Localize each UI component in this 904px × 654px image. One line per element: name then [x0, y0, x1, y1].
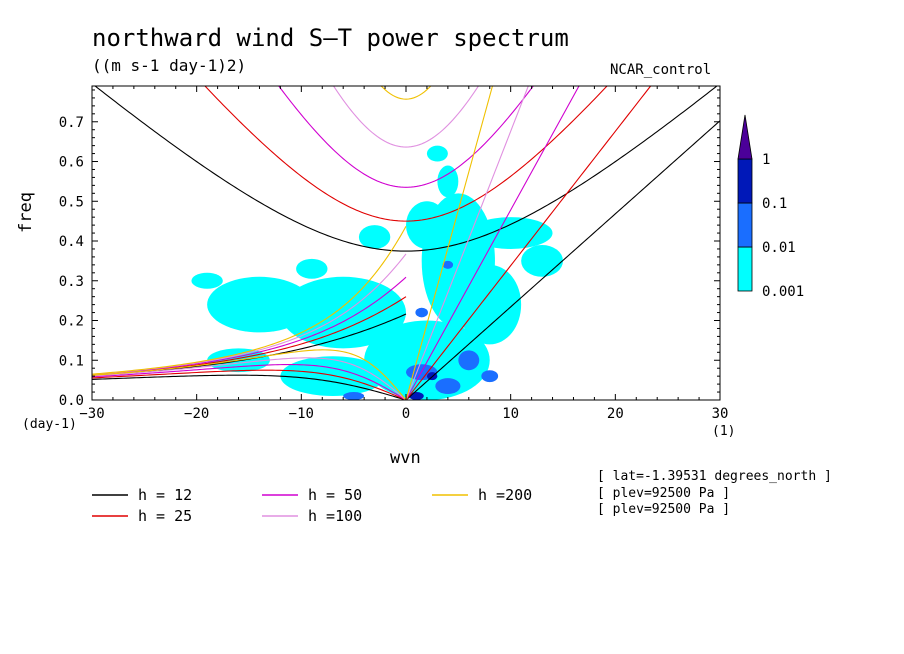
- power-region-0_001: [280, 276, 407, 349]
- colorbar-label: 0.001: [762, 284, 804, 300]
- colorbar-swatch: [737, 202, 753, 248]
- power-region-0_01: [415, 307, 428, 318]
- colorbar-overflow-triangle: [737, 114, 753, 160]
- power-region-0_001: [364, 320, 490, 400]
- power-region-0_001: [468, 217, 553, 249]
- rossby-curve-h200: [92, 349, 407, 400]
- legend-label: h = 25: [138, 507, 192, 525]
- kelvin-curve-h200: [405, 86, 494, 400]
- power-region-0_001: [406, 201, 448, 249]
- axis-ticks: −30 −20 −10 0 10 20 30 0.0 0.1 0.2 0.3 0.4 0.5 0.6 0.7: [59, 86, 729, 422]
- rossby-curve-h12: [92, 374, 407, 400]
- y-axis-unit: (day-1): [22, 417, 77, 432]
- power-region-0_001: [280, 356, 386, 397]
- colorbar: 0.001 0.01 0.1 1: [737, 114, 804, 300]
- x-tick-label: −20: [184, 406, 209, 422]
- rossby-curve-h50: [92, 364, 407, 400]
- x-tick-label: 30: [712, 406, 729, 422]
- kelvin-curve-h50: [405, 86, 580, 400]
- colorbar-label: 0.1: [762, 196, 787, 212]
- x-tick-label: −30: [79, 406, 104, 422]
- y-tick-label: 0.0: [59, 393, 84, 409]
- metadata-plev: [ plev=92500 Pa ]: [597, 502, 731, 517]
- dataset-label: NCAR_control: [610, 62, 712, 78]
- kelvin-curve-h25: [405, 86, 652, 400]
- kelvin-curve-h100: [405, 86, 529, 400]
- chart-title: northward wind S–T power spectrum: [92, 24, 569, 52]
- power-region-0_01: [458, 350, 480, 371]
- y-tick-label: 0.1: [59, 353, 84, 369]
- legend: h = 12 h = 25 h = 50 h =100 h =200: [92, 486, 532, 525]
- x-tick-label: 10: [502, 406, 519, 422]
- metadata-plev: [ plev=92500 Pa ]: [597, 486, 731, 501]
- y-tick-label: 0.5: [59, 194, 84, 210]
- kelvin-curve-h12: [405, 120, 720, 400]
- inertia-gravity-curve-h25: [204, 86, 608, 222]
- inertia-gravity-curve-h200: [380, 86, 432, 100]
- legend-label: h = 12: [138, 486, 192, 504]
- colorbar-label: 1: [762, 152, 770, 168]
- power-region-0_01: [435, 378, 461, 395]
- power-region-0_001: [458, 264, 522, 345]
- y-tick-label: 0.2: [59, 314, 84, 330]
- power-contours: [191, 145, 563, 400]
- power-region-0_001: [426, 145, 448, 162]
- power-region-0_001: [521, 244, 563, 277]
- y-tick-label: 0.3: [59, 274, 84, 290]
- power-region-0_01: [442, 260, 454, 269]
- inertia-gravity-curve-h12: [94, 86, 718, 252]
- colorbar-swatch: [737, 246, 753, 292]
- inertia-gravity-curve-h50: [278, 86, 534, 188]
- y-tick-label: 0.6: [59, 155, 84, 171]
- rossby-curve-h100: [92, 357, 407, 400]
- x-axis-unit: (1): [712, 424, 736, 439]
- rossby-curve-h25: [92, 369, 407, 400]
- x-tick-label: −10: [289, 406, 314, 422]
- dispersion-curves: [92, 86, 720, 400]
- y-tick-label: 0.7: [59, 115, 84, 131]
- x-tick-label: 20: [607, 406, 624, 422]
- colorbar-label: 0.01: [762, 240, 796, 256]
- metadata-latitude: [ lat=-1.39531 degrees_north ]: [597, 469, 832, 484]
- chart-units: ((m s-1 day-1)2): [92, 56, 247, 75]
- power-region-0_01: [343, 392, 365, 400]
- inertia-gravity-curve-h100: [332, 86, 480, 148]
- x-axis-label: wvn: [390, 448, 421, 468]
- mixed-rossby-gravity-curve-h200: [92, 226, 407, 375]
- power-region-0_001: [358, 225, 391, 249]
- legend-label: h = 50: [308, 486, 362, 504]
- power-region-0_001: [207, 276, 312, 333]
- power-region-0_001: [437, 165, 459, 198]
- power-region-0_001: [191, 272, 223, 289]
- power-region-0_001: [296, 258, 328, 279]
- legend-label: h =200: [478, 486, 532, 504]
- x-tick-label: 0: [402, 406, 410, 422]
- legend-label: h =100: [308, 507, 362, 525]
- power-region-0_01: [481, 370, 499, 383]
- colorbar-swatch: [737, 158, 753, 204]
- y-tick-label: 0.4: [59, 234, 84, 250]
